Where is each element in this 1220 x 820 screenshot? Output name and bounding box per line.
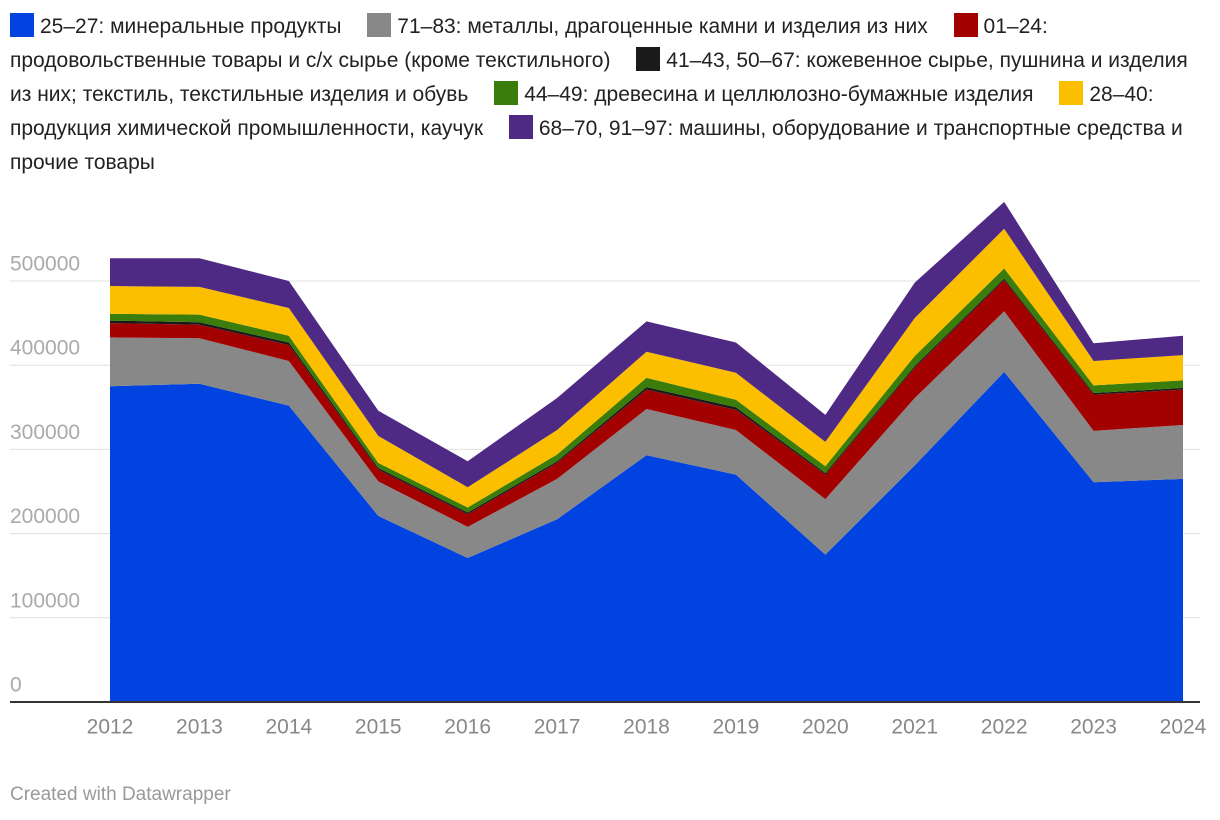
- y-tick-label: 200000: [10, 505, 80, 528]
- y-tick-label: 500000: [10, 253, 80, 276]
- y-tick-label: 100000: [10, 589, 80, 612]
- x-tick-label: 2022: [981, 716, 1028, 739]
- x-tick-label: 2013: [176, 716, 223, 739]
- x-tick-label: 2017: [534, 716, 581, 739]
- credit: Created with Datawrapper: [10, 784, 231, 805]
- legend-item: 25–27: минеральные продукты: [10, 13, 342, 38]
- legend-swatch: [1059, 81, 1084, 105]
- y-tick-label: 400000: [10, 337, 80, 360]
- x-tick-label: 2018: [623, 716, 670, 739]
- legend-label: 44–49: древесина и целлюлозно-бумажные и…: [524, 83, 1034, 106]
- legend: 25–27: минеральные продукты 71–83: метал…: [10, 10, 1210, 180]
- legend-item: 01–24: продовольственные товары и с/х сы…: [10, 13, 1048, 72]
- x-tick-label: 2023: [1070, 716, 1117, 739]
- x-tick-label: 2020: [802, 716, 849, 739]
- x-tick-label: 2021: [891, 716, 938, 739]
- legend-swatch: [508, 115, 533, 139]
- legend-swatch: [636, 47, 661, 71]
- legend-item: 44–49: древесина и целлюлозно-бумажные и…: [494, 81, 1034, 106]
- legend-label: 25–27: минеральные продукты: [40, 15, 342, 38]
- legend-label: 68–70, 91–97: машины, оборудование и тра…: [10, 117, 1183, 174]
- x-tick-label: 2024: [1160, 716, 1207, 739]
- legend-item: 28–40: продукция химической промышленнос…: [10, 81, 1154, 140]
- legend-label: 01–24: продовольственные товары и с/х сы…: [10, 15, 1048, 72]
- legend-item: 68–70, 91–97: машины, оборудование и тра…: [10, 115, 1183, 174]
- area: [110, 371, 1183, 702]
- legend-swatch: [10, 13, 34, 37]
- area: [110, 280, 1183, 527]
- area: [110, 228, 1183, 508]
- x-tick-label: 2019: [713, 716, 760, 739]
- area: [110, 311, 1183, 559]
- legend-swatch: [953, 13, 978, 37]
- y-tick-label: 300000: [10, 421, 80, 444]
- legend-label: 41–43, 50–67: кожевенное сырье, пушнина …: [10, 49, 1188, 106]
- x-tick-label: 2014: [265, 716, 312, 739]
- legend-swatch: [494, 81, 519, 105]
- area: [110, 201, 1183, 488]
- legend-label: 71–83: металлы, драгоценные камни и изде…: [397, 15, 928, 38]
- area: [110, 268, 1183, 513]
- legend-label: 28–40: продукция химической промышленнос…: [10, 83, 1154, 140]
- x-tick-label: 2016: [444, 716, 491, 739]
- y-tick-label: 0: [10, 674, 22, 697]
- x-tick-label: 2012: [87, 716, 134, 739]
- x-tick-label: 2015: [355, 716, 402, 739]
- legend-item: 41–43, 50–67: кожевенное сырье, пушнина …: [10, 47, 1188, 106]
- legend-swatch: [367, 13, 392, 37]
- legend-item: 71–83: металлы, драгоценные камни и изде…: [367, 13, 928, 38]
